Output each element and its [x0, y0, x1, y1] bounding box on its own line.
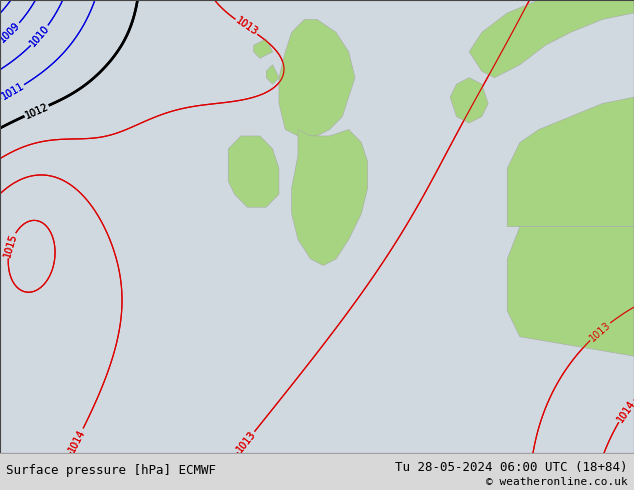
Text: 1013: 1013: [235, 429, 258, 455]
Text: 1011: 1011: [0, 81, 26, 102]
Text: 1013: 1013: [588, 319, 612, 343]
Polygon shape: [450, 78, 488, 123]
Text: 1013: 1013: [233, 16, 259, 38]
Polygon shape: [292, 129, 368, 266]
Polygon shape: [266, 65, 279, 84]
Text: © weatheronline.co.uk: © weatheronline.co.uk: [486, 477, 628, 487]
Text: 1009: 1009: [0, 21, 22, 45]
Text: 1014: 1014: [67, 427, 87, 453]
Text: 1013: 1013: [235, 429, 258, 455]
Polygon shape: [228, 136, 279, 207]
Text: 1015: 1015: [2, 232, 19, 259]
Text: 1010: 1010: [28, 23, 51, 49]
Text: 1014: 1014: [615, 398, 634, 424]
Text: 1013: 1013: [233, 16, 259, 38]
Text: 1010: 1010: [28, 23, 51, 49]
Polygon shape: [254, 39, 273, 58]
Polygon shape: [507, 226, 634, 356]
Text: 1012: 1012: [23, 101, 50, 121]
Text: 1009: 1009: [0, 21, 22, 45]
Polygon shape: [469, 0, 634, 78]
Text: 1013: 1013: [588, 319, 612, 343]
Polygon shape: [507, 97, 634, 226]
Text: Tu 28-05-2024 06:00 UTC (18+84): Tu 28-05-2024 06:00 UTC (18+84): [395, 462, 628, 474]
Polygon shape: [279, 20, 355, 136]
Text: Surface pressure [hPa] ECMWF: Surface pressure [hPa] ECMWF: [6, 464, 216, 477]
Text: 1014: 1014: [67, 427, 87, 453]
Text: 1014: 1014: [615, 398, 634, 424]
Text: 1011: 1011: [0, 81, 26, 102]
Text: 1012: 1012: [23, 101, 50, 121]
Text: 1015: 1015: [2, 232, 19, 259]
